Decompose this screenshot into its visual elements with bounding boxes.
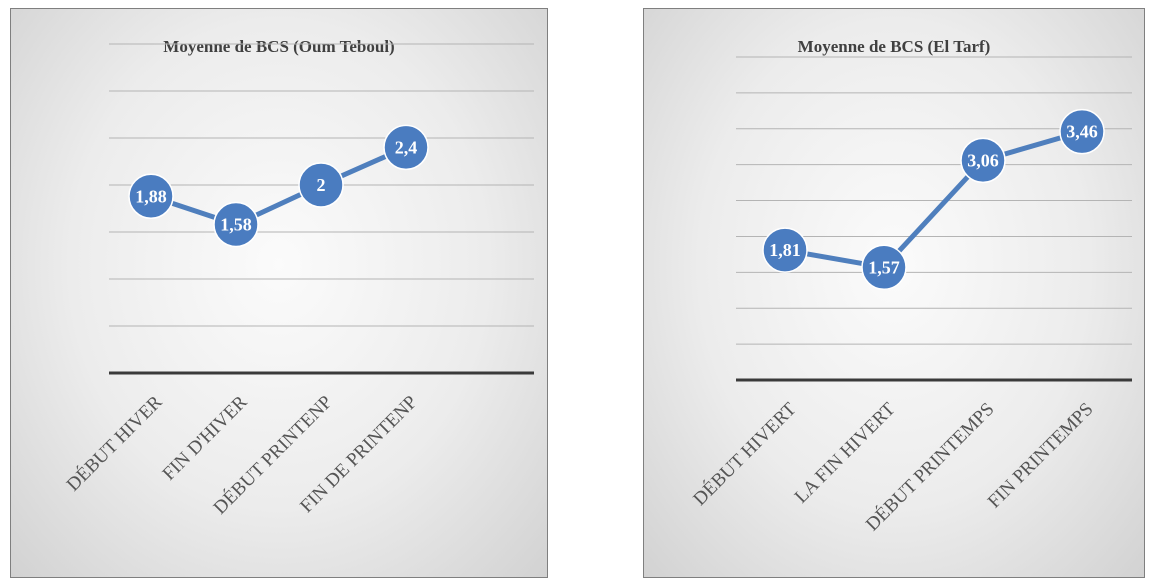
series-line — [151, 147, 406, 224]
data-label: 3,46 — [1066, 122, 1098, 142]
x-tick-label: DÉBUT HIVERT — [689, 398, 801, 510]
x-tick-label: FIN D'HIVER — [159, 391, 252, 484]
data-label: 1,88 — [135, 186, 167, 206]
data-label: 3,06 — [967, 150, 999, 170]
data-label: 1,81 — [769, 240, 801, 260]
data-label: 2 — [317, 175, 326, 195]
data-label: 1,57 — [868, 257, 900, 277]
chart-panel-oum-teboul: Moyenne de BCS (Oum Teboul) DÉBUT HIVER F… — [10, 8, 548, 578]
x-tick-label: FIN PRINTEMPS — [984, 399, 1098, 513]
x-tick-label: LA FIN HIVERT — [791, 398, 900, 507]
data-label: 2,4 — [395, 137, 418, 157]
chart-panel-el-tarf: Moyenne de BCS (El Tarf) DÉBUT HIVERT LA … — [643, 8, 1145, 578]
data-label: 1,58 — [220, 214, 252, 234]
x-tick-label: DÉBUT HIVER — [62, 391, 167, 496]
series-line — [785, 132, 1082, 268]
